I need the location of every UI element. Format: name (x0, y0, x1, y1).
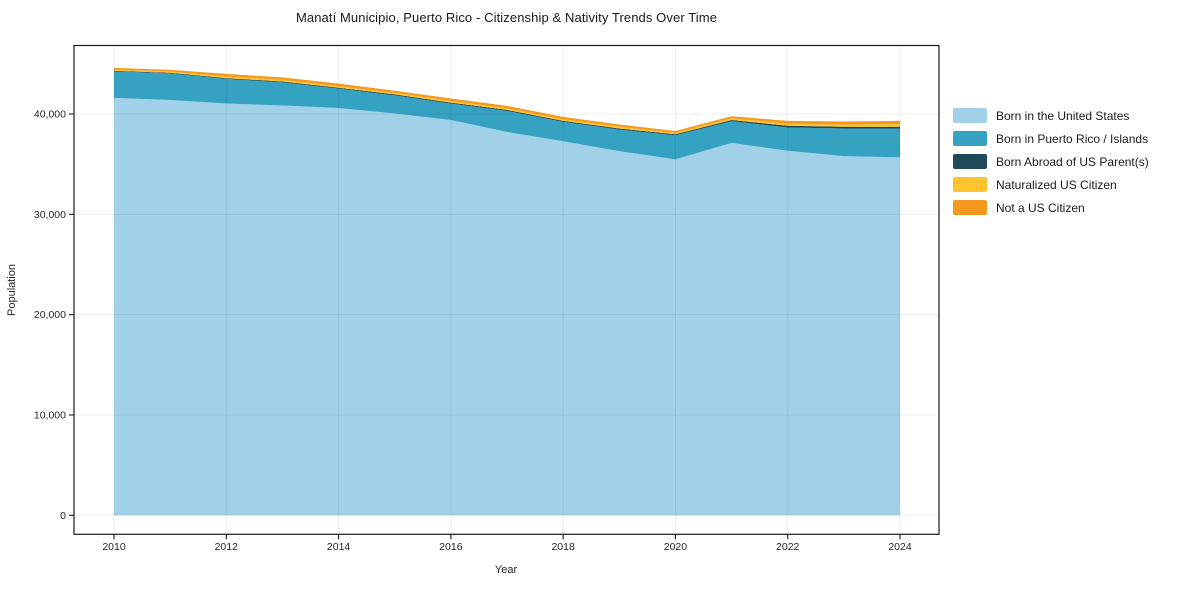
y-tick-label: 0 (60, 510, 66, 522)
y-tick-label: 20,000 (34, 309, 66, 321)
area-series-1 (114, 97, 900, 516)
legend-swatch (953, 154, 987, 169)
x-tick-label: 2018 (551, 541, 575, 553)
legend-item: Born in the United States (953, 104, 1149, 127)
legend-item: Born in Puerto Rico / Islands (953, 127, 1149, 150)
gridlines (74, 45, 939, 535)
x-tick-label: 2020 (664, 541, 688, 553)
x-tick-label: 2014 (327, 541, 351, 553)
legend: Born in the United States Born in Puerto … (953, 104, 1149, 219)
x-tick-label: 2012 (215, 541, 239, 553)
x-axis-label: Year (495, 564, 518, 576)
x-tick-label: 2024 (888, 541, 912, 553)
legend-item: Born Abroad of US Parent(s) (953, 150, 1149, 173)
legend-swatch (953, 200, 987, 215)
x-tick-label: 2016 (439, 541, 463, 553)
chart-title: Manatí Municipio, Puerto Rico - Citizens… (295, 10, 718, 25)
legend-item: Naturalized US Citizen (953, 173, 1149, 196)
legend-label: Born Abroad of US Parent(s) (996, 154, 1149, 169)
y-axis-label: Population (6, 264, 18, 316)
x-tick-label: 2022 (776, 541, 800, 553)
legend-label: Not a US Citizen (996, 200, 1085, 215)
plot-frame (73, 44, 940, 535)
y-tick-label: 40,000 (34, 109, 66, 121)
stacked-areas (114, 67, 900, 516)
legend-label: Naturalized US Citizen (996, 177, 1117, 192)
legend-swatch (953, 131, 987, 146)
legend-label: Born in the United States (996, 108, 1130, 123)
legend-label: Born in Puerto Rico / Islands (996, 131, 1149, 146)
x-tick-label: 2010 (102, 541, 126, 553)
legend-swatch (953, 108, 987, 123)
legend-swatch (953, 177, 987, 192)
y-tick-label: 30,000 (34, 209, 66, 221)
legend-item: Not a US Citizen (953, 196, 1149, 219)
y-tick-label: 10,000 (34, 409, 66, 421)
area-series-2 (114, 71, 900, 160)
x-tick-labels: 2010 2012 2014 2016 2018 2020 2022 2024 (102, 541, 912, 553)
y-tick-labels: 0 10,000 20,000 30,000 40,000 (34, 109, 66, 522)
axis-ticks (69, 113, 901, 540)
